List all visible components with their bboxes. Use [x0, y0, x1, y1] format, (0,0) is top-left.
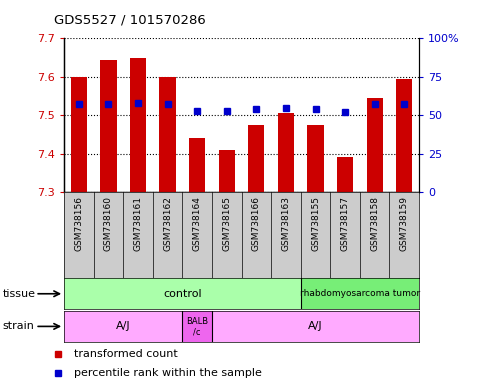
- Bar: [71, 77, 87, 192]
- Bar: [367, 98, 383, 192]
- Bar: [101, 60, 117, 192]
- Bar: [278, 113, 294, 192]
- Text: A/J: A/J: [116, 321, 131, 331]
- Text: transformed count: transformed count: [74, 349, 178, 359]
- Text: GSM738161: GSM738161: [134, 196, 142, 251]
- Text: GSM738157: GSM738157: [341, 196, 350, 251]
- Text: GSM738162: GSM738162: [163, 196, 172, 251]
- Text: strain: strain: [2, 321, 35, 331]
- Text: GSM738155: GSM738155: [311, 196, 320, 251]
- Bar: [301, 278, 419, 309]
- Text: GSM738156: GSM738156: [74, 196, 83, 251]
- Bar: [219, 150, 235, 192]
- Text: GSM738163: GSM738163: [282, 196, 290, 251]
- Text: GSM738159: GSM738159: [400, 196, 409, 251]
- Bar: [396, 79, 412, 192]
- Bar: [130, 58, 146, 192]
- Text: A/J: A/J: [308, 321, 323, 331]
- Bar: [212, 311, 419, 342]
- Bar: [64, 278, 301, 309]
- Text: percentile rank within the sample: percentile rank within the sample: [74, 368, 262, 378]
- Bar: [189, 138, 206, 192]
- Text: BALB
/c: BALB /c: [186, 317, 208, 336]
- Bar: [308, 125, 324, 192]
- Bar: [337, 157, 353, 192]
- Bar: [64, 311, 182, 342]
- Text: GSM738158: GSM738158: [370, 196, 379, 251]
- Text: tissue: tissue: [2, 289, 35, 299]
- Text: GDS5527 / 101570286: GDS5527 / 101570286: [54, 13, 206, 26]
- Text: control: control: [163, 289, 202, 299]
- Text: GSM738166: GSM738166: [252, 196, 261, 251]
- Bar: [182, 311, 212, 342]
- Text: GSM738164: GSM738164: [193, 196, 202, 251]
- Bar: [160, 77, 176, 192]
- Bar: [248, 125, 264, 192]
- Text: GSM738160: GSM738160: [104, 196, 113, 251]
- Text: rhabdomyosarcoma tumor: rhabdomyosarcoma tumor: [300, 289, 420, 298]
- Text: GSM738165: GSM738165: [222, 196, 231, 251]
